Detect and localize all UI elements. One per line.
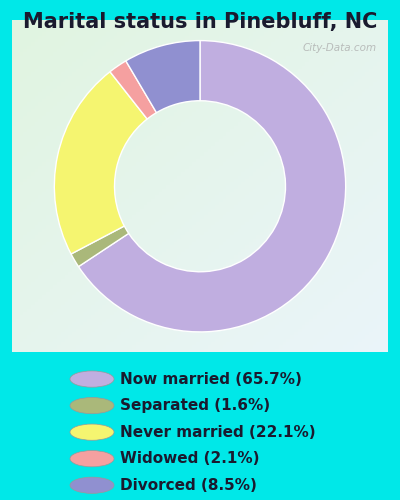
Text: Marital status in Pinebluff, NC: Marital status in Pinebluff, NC [23,12,377,32]
Text: Widowed (2.1%): Widowed (2.1%) [120,451,260,466]
Text: Divorced (8.5%): Divorced (8.5%) [120,478,257,493]
Circle shape [70,398,114,413]
Circle shape [70,371,114,387]
Wedge shape [78,40,346,332]
Circle shape [70,424,114,440]
Text: Separated (1.6%): Separated (1.6%) [120,398,270,413]
Circle shape [70,477,114,494]
Text: Never married (22.1%): Never married (22.1%) [120,424,316,440]
Circle shape [70,450,114,467]
Wedge shape [54,72,147,254]
Wedge shape [71,226,129,266]
Text: Now married (65.7%): Now married (65.7%) [120,372,302,386]
Text: City-Data.com: City-Data.com [302,44,377,54]
Wedge shape [126,40,200,113]
Wedge shape [110,61,156,119]
